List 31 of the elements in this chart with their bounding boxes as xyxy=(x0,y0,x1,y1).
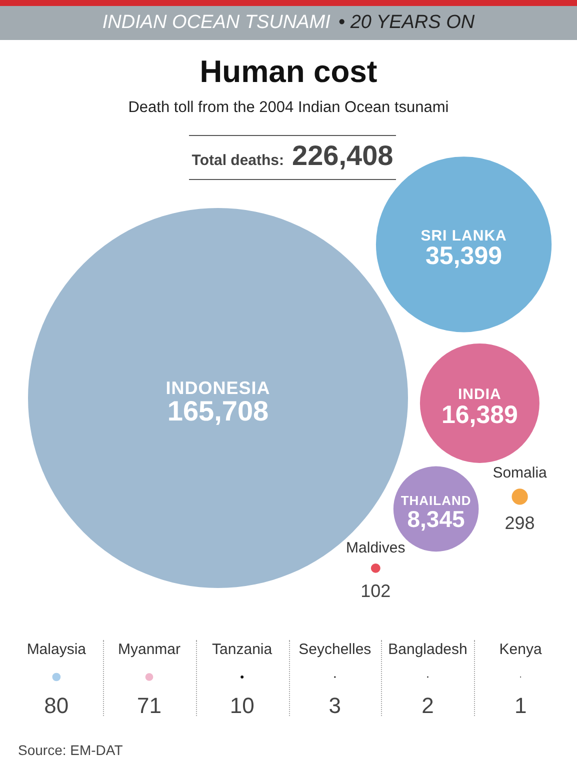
data-label: 102 xyxy=(360,580,391,601)
data-label: 80 xyxy=(44,693,69,718)
text: 226,408 xyxy=(292,140,394,172)
category-label: Seychelles xyxy=(298,641,372,658)
text: Total deaths: xyxy=(192,152,284,169)
data-label: 35,399 xyxy=(426,242,502,270)
category-label: Malaysia xyxy=(26,641,87,658)
data-label: 2 xyxy=(422,693,434,718)
data-label: 71 xyxy=(137,693,162,718)
data-label: 8,345 xyxy=(407,506,466,532)
data-label: 10 xyxy=(230,693,254,718)
category-label: Kenya xyxy=(499,641,542,658)
category-label: Somalia xyxy=(492,464,548,482)
category-label: INDIA xyxy=(458,386,502,404)
source-note: Source: EM-DAT xyxy=(18,741,123,759)
text: INDIAN OCEAN TSUNAMI xyxy=(102,12,330,34)
category-label: SRI LANKA xyxy=(420,227,507,244)
category-label: INDONESIA xyxy=(166,378,270,398)
text: • 20 YEARS ON xyxy=(338,12,475,34)
category-label: THAILAND xyxy=(400,492,472,508)
data-label: 16,389 xyxy=(441,400,518,429)
data-label: 298 xyxy=(504,512,535,533)
category-label: Maldives xyxy=(346,540,406,556)
data-label: 1 xyxy=(514,693,527,718)
category-label: Bangladesh xyxy=(388,641,468,658)
data-label: 165,708 xyxy=(167,396,269,427)
category-label: Tanzania xyxy=(212,641,273,658)
data-label: 3 xyxy=(328,693,342,718)
category-label: Myanmar xyxy=(118,641,181,658)
text: Human cost xyxy=(198,54,378,90)
text: Death toll from the 2004 Indian Ocean tsunami xyxy=(127,99,450,117)
